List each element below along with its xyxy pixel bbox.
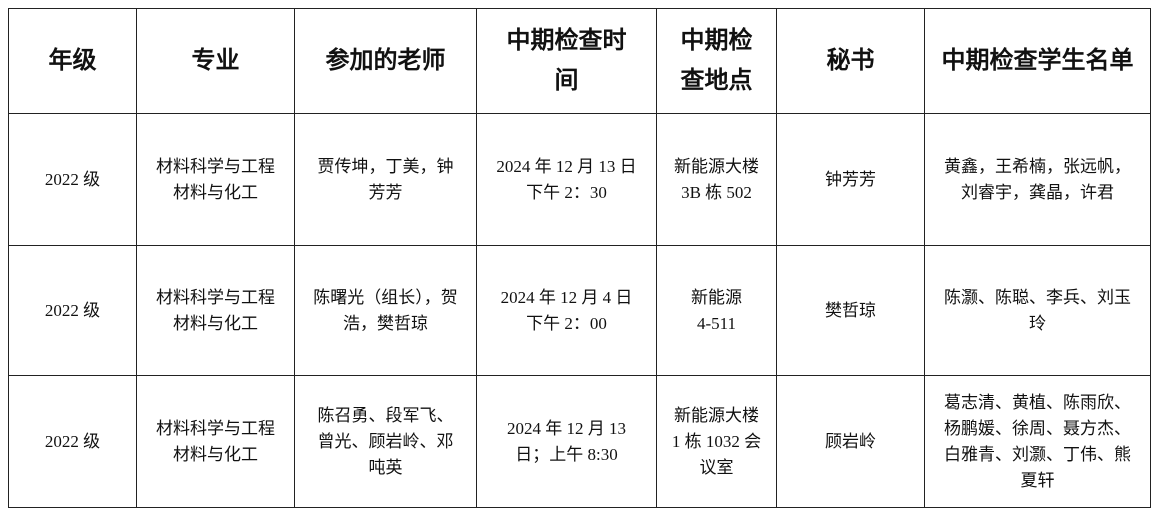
cell-text-line: 刘睿宇，龚晶，许君 bbox=[961, 182, 1114, 202]
cell-secretary: 钟芳芳 bbox=[776, 113, 925, 246]
cell-text-line: 曾光、顾岩岭、邓 bbox=[317, 431, 454, 451]
cell-text-line: 专业 bbox=[191, 48, 240, 74]
cell-text-line: 2022 级 bbox=[44, 431, 101, 451]
cell-text-line: 中期检查学生名单 bbox=[941, 48, 1134, 74]
cell-text-line: 新能源大楼 bbox=[674, 156, 759, 176]
cell-text-line: 樊哲琼 bbox=[825, 300, 876, 320]
cell-text-line: 材料科学与工程 bbox=[156, 287, 275, 307]
cell-grade: 2022 级 bbox=[8, 245, 137, 376]
cell-text-line: 白雅青、刘灏、丁伟、熊 bbox=[944, 444, 1131, 464]
cell-text-line: 陈曙光（组长），贺 bbox=[313, 287, 458, 307]
cell-check-location: 新能源大楼 3B 栋 502 bbox=[656, 113, 777, 246]
cell-text-line: 议室 bbox=[699, 457, 734, 477]
cell-check-time: 2024 年 12 月 13 日；上午 8:30 bbox=[476, 375, 657, 508]
cell-text-line: 吨英 bbox=[368, 457, 403, 477]
cell-text-line: 3B 栋 502 bbox=[681, 182, 752, 202]
cell-text-line: 2022 级 bbox=[44, 300, 101, 320]
cell-check-time: 2024 年 12 月 13 日下午 2：30 bbox=[476, 113, 657, 246]
cell-major: 材料科学与工程 材料与化工 bbox=[136, 113, 295, 246]
header-major: 专业 bbox=[136, 8, 295, 114]
cell-check-location: 新能源 4-511 bbox=[656, 245, 777, 376]
header-row: 年级 专业 参加的老师 中期检查时间中期检 查地点 秘书 中期检查学生名单 bbox=[8, 8, 1151, 114]
cell-teachers: 贾传坤，丁美，钟 芳芳 bbox=[294, 113, 477, 246]
cell-text-line: 2022 级 bbox=[44, 169, 101, 189]
cell-text-line: 浩，樊哲琼 bbox=[343, 313, 428, 333]
cell-teachers: 陈曙光（组长），贺 浩，樊哲琼 bbox=[294, 245, 477, 376]
midterm-check-table: 年级 专业 参加的老师 中期检查时间中期检 查地点 秘书 中期检查学生名单 2022 级材料… bbox=[8, 8, 1151, 508]
cell-check-time: 2024 年 12 月 4 日下午 2：00 bbox=[476, 245, 657, 376]
cell-text-line: 玲 bbox=[1029, 313, 1046, 333]
cell-text-line: 2024 年 12 月 13 日 bbox=[496, 156, 637, 176]
header-check-time: 中期检查时间 bbox=[476, 8, 657, 114]
cell-text-line: 下午 2：00 bbox=[526, 313, 607, 333]
cell-text-line: 材料与化工 bbox=[173, 182, 258, 202]
cell-text-line: 中期检查时 bbox=[506, 28, 627, 54]
cell-major: 材料科学与工程 材料与化工 bbox=[136, 245, 295, 376]
header-teachers: 参加的老师 bbox=[294, 8, 477, 114]
header-student-list: 中期检查学生名单 bbox=[924, 8, 1151, 114]
cell-text-line: 材料科学与工程 bbox=[156, 156, 275, 176]
cell-check-location: 新能源大楼 1 栋 1032 会议室 bbox=[656, 375, 777, 508]
cell-text-line: 新能源大楼 bbox=[674, 405, 759, 425]
cell-text-line: 材料与化工 bbox=[173, 313, 258, 333]
cell-teachers: 陈召勇、段军飞、 曾光、顾岩岭、邓 吨英 bbox=[294, 375, 477, 508]
header-grade: 年级 bbox=[8, 8, 137, 114]
table-row: 2022 级材料科学与工程 材料与化工 陈召勇、段军飞、 曾光、顾岩岭、邓 吨英 2024… bbox=[8, 375, 1151, 508]
cell-text-line: 黄鑫，王希楠，张远帆， bbox=[944, 156, 1131, 176]
cell-text-line: 杨鹏媛、徐周、聂方杰、 bbox=[944, 418, 1131, 438]
cell-text-line: 参加的老师 bbox=[325, 48, 446, 74]
cell-text-line: 秘书 bbox=[826, 48, 875, 74]
cell-student-list: 黄鑫，王希楠，张远帆， 刘睿宇，龚晶，许君 bbox=[924, 113, 1151, 246]
table-row: 2022 级材料科学与工程 材料与化工 陈曙光（组长），贺 浩，樊哲琼 2024 年 1… bbox=[8, 245, 1151, 376]
cell-text-line: 顾岩岭 bbox=[825, 431, 876, 451]
cell-text-line: 贾传坤，丁美，钟 bbox=[317, 156, 454, 176]
cell-text-line: 2024 年 12 月 4 日 bbox=[500, 287, 633, 307]
cell-secretary: 樊哲琼 bbox=[776, 245, 925, 376]
cell-text-line: 芳芳 bbox=[368, 182, 403, 202]
cell-text-line: 新能源 bbox=[691, 287, 742, 307]
cell-text-line: 下午 2：30 bbox=[526, 182, 607, 202]
cell-text-line: 钟芳芳 bbox=[825, 169, 876, 189]
cell-text-line: 中期检 bbox=[680, 28, 753, 54]
cell-grade: 2022 级 bbox=[8, 113, 137, 246]
cell-grade: 2022 级 bbox=[8, 375, 137, 508]
cell-text-line: 材料科学与工程 bbox=[156, 418, 275, 438]
cell-text-line: 材料与化工 bbox=[173, 444, 258, 464]
cell-text-line: 查地点 bbox=[680, 68, 753, 94]
cell-student-list: 陈灏、陈聪、李兵、刘玉玲 bbox=[924, 245, 1151, 376]
cell-text-line: 年级 bbox=[48, 48, 97, 74]
cell-student-list: 葛志清、黄植、陈雨欣、 杨鹏媛、徐周、聂方杰、 白雅青、刘灏、丁伟、熊 夏轩 bbox=[924, 375, 1151, 508]
cell-major: 材料科学与工程 材料与化工 bbox=[136, 375, 295, 508]
cell-text-line: 间 bbox=[554, 68, 579, 94]
cell-text-line: 夏轩 bbox=[1020, 470, 1055, 490]
cell-text-line: 葛志清、黄植、陈雨欣、 bbox=[944, 392, 1131, 412]
header-check-location: 中期检 查地点 bbox=[656, 8, 777, 114]
cell-text-line: 日；上午 8:30 bbox=[515, 444, 618, 464]
cell-text-line: 陈灏、陈聪、李兵、刘玉 bbox=[944, 287, 1131, 307]
cell-secretary: 顾岩岭 bbox=[776, 375, 925, 508]
cell-text-line: 2024 年 12 月 13 bbox=[507, 418, 626, 438]
cell-text-line: 1 栋 1032 会 bbox=[671, 431, 762, 451]
cell-text-line: 4-511 bbox=[696, 313, 737, 333]
header-secretary: 秘书 bbox=[776, 8, 925, 114]
cell-text-line: 陈召勇、段军飞、 bbox=[317, 405, 454, 425]
table-row: 2022 级材料科学与工程 材料与化工 贾传坤，丁美，钟 芳芳 2024 年 12 月 … bbox=[8, 113, 1151, 246]
